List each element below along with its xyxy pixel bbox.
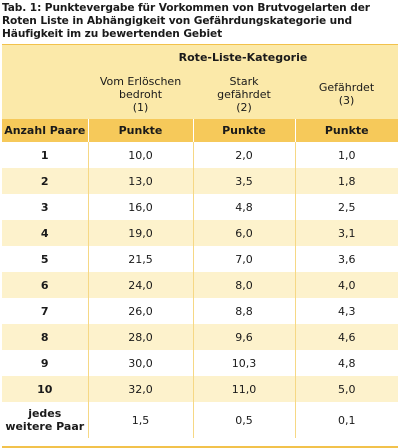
- points-cell-1: 26,0: [88, 298, 194, 324]
- table-row-additional: jedes weitere Paar 1,5 0,5 0,1: [2, 402, 399, 438]
- category-3-line1: Gefährdet: [318, 81, 375, 94]
- points-cell-2: 11,0: [193, 376, 296, 402]
- table-row: 1 10,0 2,0 1,0: [2, 142, 399, 168]
- points-cell-2: 7,0: [193, 246, 296, 272]
- points-cell-3: 2,5: [295, 194, 399, 220]
- points-cell-3: 5,0: [295, 376, 399, 402]
- points-cell-3: 4,8: [295, 350, 399, 376]
- points-cell-3: 3,1: [295, 220, 399, 246]
- category-1-code: (1): [132, 100, 149, 114]
- table-row: 4 19,0 6,0 3,1: [2, 220, 399, 246]
- unit-header-1: Punkte: [88, 119, 194, 142]
- pairs-cell: 10: [2, 376, 89, 402]
- points-cell-1: 32,0: [88, 376, 194, 402]
- pairs-cell: 7: [2, 298, 89, 324]
- unit-header-2: Punkte: [193, 119, 296, 142]
- pairs-line2: weitere Paar: [5, 420, 85, 433]
- table-bottom-rule: [2, 446, 398, 448]
- points-cell-2: 8,8: [193, 298, 296, 324]
- header-empty-cell: [2, 45, 88, 69]
- points-cell-2: 2,0: [193, 142, 296, 168]
- table-row: 8 28,0 9,6 4,6: [2, 324, 399, 350]
- points-cell-3: 0,1: [295, 402, 399, 438]
- points-cell-3: 1,8: [295, 168, 399, 194]
- table-row: 5 21,5 7,0 3,6: [2, 246, 399, 272]
- header-category-1: Vom Erlöschen bedroht (1): [88, 69, 193, 119]
- table-row: 7 26,0 8,8 4,3: [2, 298, 399, 324]
- header-category-3: Gefährdet (3): [295, 69, 399, 119]
- table-row: 6 24,0 8,0 4,0: [2, 272, 399, 298]
- points-cell-2: 8,0: [193, 272, 296, 298]
- header-category-2: Stark gefährdet (2): [193, 69, 295, 119]
- points-cell-2: 10,3: [193, 350, 296, 376]
- points-cell-1: 16,0: [88, 194, 194, 220]
- category-2-line1: Stark: [229, 74, 259, 88]
- table-body: 1 10,0 2,0 1,0 2 13,0 3,5 1,8 3 16,0 4,8 2,5 4 19,0 6,…: [2, 142, 399, 438]
- pairs-cell: 9: [2, 350, 89, 376]
- points-cell-1: 13,0: [88, 168, 194, 194]
- category-3-code: (3): [338, 94, 355, 107]
- category-1-line2: bedroht: [118, 87, 163, 101]
- header-category-row: Vom Erlöschen bedroht (1) Stark gefährde…: [2, 69, 399, 119]
- table-row: 10 32,0 11,0 5,0: [2, 376, 399, 402]
- points-cell-3: 4,6: [295, 324, 399, 350]
- pairs-cell: 3: [2, 194, 89, 220]
- pairs-cell: jedes weitere Paar: [2, 402, 89, 438]
- pairs-cell: 2: [2, 168, 89, 194]
- header-units-row: Anzahl Paare Punkte Punkte Punkte: [2, 119, 399, 142]
- table-caption: Tab. 1: Punktevergabe für Vorkommen von …: [2, 2, 370, 40]
- points-cell-1: 28,0: [88, 324, 194, 350]
- pairs-cell: 1: [2, 142, 89, 168]
- table-row: 9 30,0 10,3 4,8: [2, 350, 399, 376]
- points-cell-3: 4,0: [295, 272, 399, 298]
- pairs-line1: jedes: [28, 407, 62, 420]
- header-group-row: Rote-Liste-Kategorie: [2, 45, 399, 69]
- table-row: 2 13,0 3,5 1,8: [2, 168, 399, 194]
- points-cell-3: 4,3: [295, 298, 399, 324]
- row-label-header: Anzahl Paare: [2, 119, 89, 142]
- pairs-cell: 6: [2, 272, 89, 298]
- points-cell-2: 3,5: [193, 168, 296, 194]
- unit-header-3: Punkte: [295, 119, 399, 142]
- points-cell-1: 24,0: [88, 272, 194, 298]
- points-cell-2: 0,5: [193, 402, 296, 438]
- header-group-title: Rote-Liste-Kategorie: [88, 45, 399, 69]
- points-cell-1: 10,0: [88, 142, 194, 168]
- points-cell-1: 1,5: [88, 402, 194, 438]
- points-cell-1: 30,0: [88, 350, 194, 376]
- points-cell-1: 21,5: [88, 246, 194, 272]
- category-2-code: (2): [236, 100, 252, 114]
- points-cell-3: 3,6: [295, 246, 399, 272]
- points-cell-2: 6,0: [193, 220, 296, 246]
- table-top-rule: [2, 44, 398, 45]
- header-empty-cell: [2, 69, 88, 119]
- pairs-cell: 8: [2, 324, 89, 350]
- points-cell-2: 9,6: [193, 324, 296, 350]
- points-table: Rote-Liste-Kategorie Vom Erlöschen bedro…: [2, 45, 399, 438]
- category-2-line2: gefährdet: [217, 87, 271, 101]
- points-cell-2: 4,8: [193, 194, 296, 220]
- pairs-cell: 4: [2, 220, 89, 246]
- points-cell-1: 19,0: [88, 220, 194, 246]
- pairs-cell: 5: [2, 246, 89, 272]
- table-row: 3 16,0 4,8 2,5: [2, 194, 399, 220]
- points-cell-3: 1,0: [295, 142, 399, 168]
- category-1-line1: Vom Erlöschen: [99, 74, 182, 88]
